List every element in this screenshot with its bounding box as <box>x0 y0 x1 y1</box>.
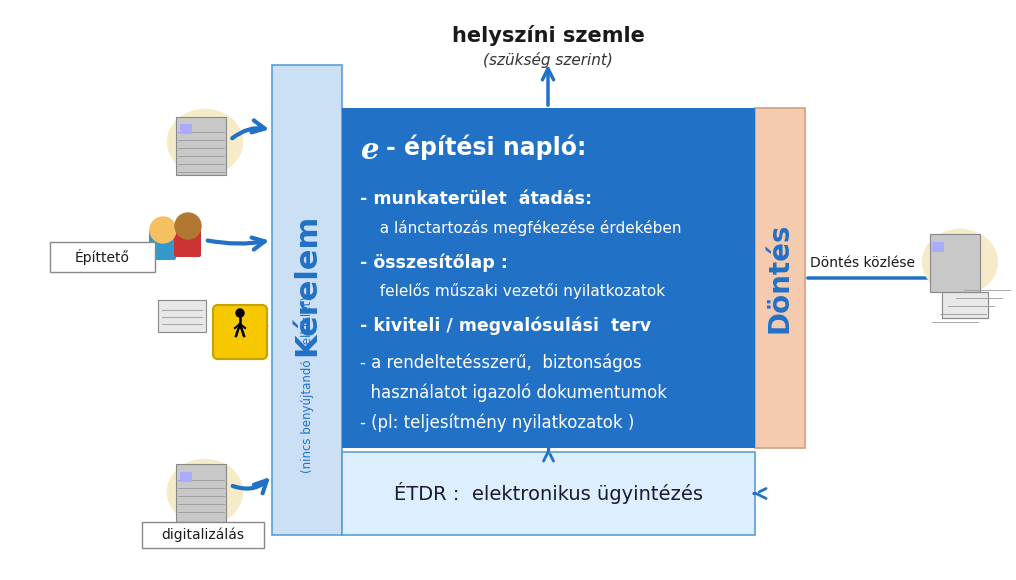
Circle shape <box>236 309 244 317</box>
Bar <box>176 464 226 522</box>
Ellipse shape <box>168 110 243 175</box>
Polygon shape <box>942 292 988 318</box>
Text: - építési napló:: - építési napló: <box>386 134 586 160</box>
Text: használatot igazoló dokumentumok: használatot igazoló dokumentumok <box>360 383 666 401</box>
Bar <box>50 242 155 272</box>
Text: ÉTDR :  elektronikus ügyintézés: ÉTDR : elektronikus ügyintézés <box>394 483 703 505</box>
Text: - (pl: teljesítmény nyilatkozatok ): - (pl: teljesítmény nyilatkozatok ) <box>360 413 634 432</box>
Text: felelős műszaki vezetői nyilatkozatok: felelős műszaki vezetői nyilatkozatok <box>370 283 665 299</box>
Text: Döntés közlése: Döntés közlése <box>810 256 915 270</box>
Circle shape <box>150 217 176 243</box>
FancyBboxPatch shape <box>149 230 176 260</box>
Text: - a rendeltetésszerű,  biztonságos: - a rendeltetésszerű, biztonságos <box>360 353 642 372</box>
Bar <box>158 300 206 332</box>
Bar <box>142 522 264 548</box>
Bar <box>180 124 192 134</box>
Text: - munkaterület  átadás:: - munkaterület átadás: <box>360 190 592 208</box>
Text: Döntés: Döntés <box>766 223 793 334</box>
Text: helyszíni szemle: helyszíni szemle <box>451 25 644 46</box>
Text: Kérelem: Kérelem <box>293 214 321 356</box>
Text: (nincs benyújtandó melléklet): (nincs benyújtandó melléklet) <box>301 296 314 473</box>
Bar <box>755 108 805 448</box>
Text: - kiviteli / megvalósulási  terv: - kiviteli / megvalósulási terv <box>360 316 651 335</box>
FancyBboxPatch shape <box>213 305 267 359</box>
Bar <box>342 452 755 535</box>
Text: digitalizálás: digitalizálás <box>162 528 245 542</box>
Text: e: e <box>360 136 379 165</box>
Bar <box>272 65 342 535</box>
Bar <box>932 242 944 252</box>
Ellipse shape <box>923 230 998 295</box>
Circle shape <box>175 213 201 239</box>
Bar <box>342 108 755 448</box>
FancyBboxPatch shape <box>174 227 201 257</box>
Bar <box>180 472 192 482</box>
Text: (szükség szerint): (szükség szerint) <box>483 52 613 68</box>
Bar <box>930 234 980 292</box>
Bar <box>176 117 226 175</box>
Text: - összesítőlap :: - összesítőlap : <box>360 253 508 271</box>
Text: a lánctartozás megfékezése érdekében: a lánctartozás megfékezése érdekében <box>370 220 682 236</box>
Text: Építtető: Építtető <box>74 249 129 265</box>
Ellipse shape <box>168 459 243 524</box>
